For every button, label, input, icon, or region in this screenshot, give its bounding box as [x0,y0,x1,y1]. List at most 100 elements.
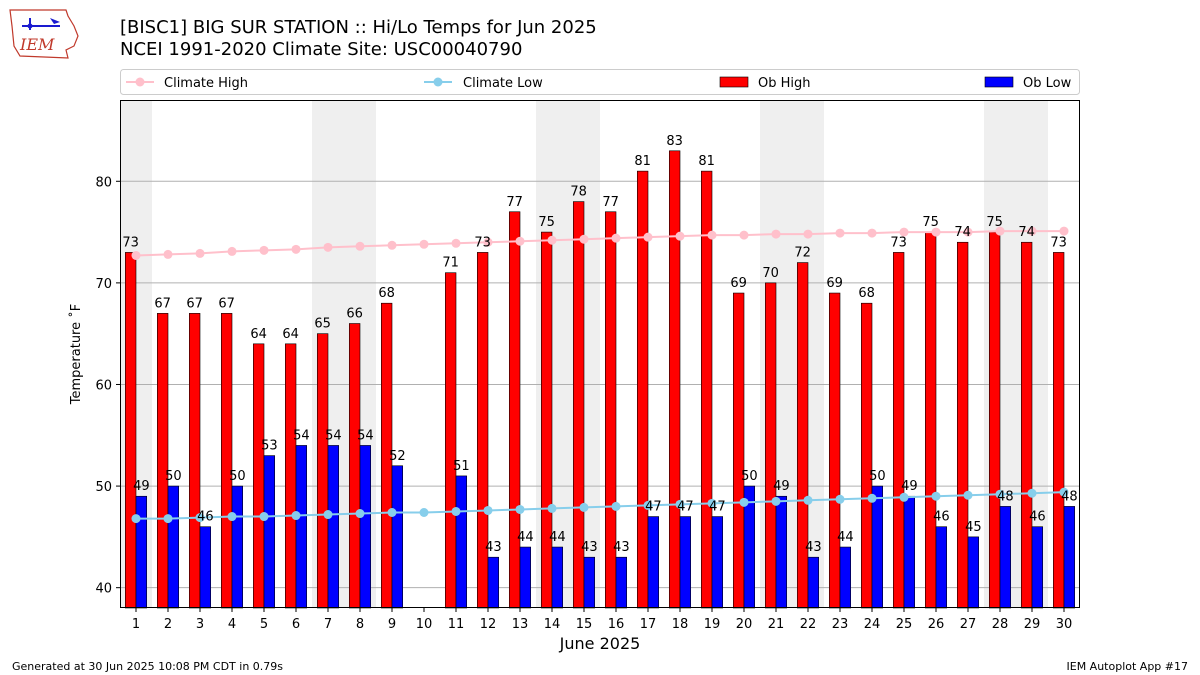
y-tick-label: 40 [95,582,112,597]
climate-low-point [227,512,237,522]
climate-high-point [483,237,493,247]
ob-low-bar [263,455,275,609]
climate-high-point [547,235,557,245]
x-tick-label: 21 [768,617,785,632]
ob-high-bar [668,150,681,609]
climate-high-point [867,228,877,238]
climate-low-point [995,489,1005,499]
ob-low-value-label: 54 [357,428,374,443]
ob-high-value-label: 74 [1018,225,1035,240]
climate-high-point [1059,226,1069,236]
ob-low-value-label: 51 [453,459,470,474]
ob-low-value-label: 46 [933,510,950,525]
climate-high-line [135,230,1064,257]
ob-low-bar [839,546,851,609]
ob-low-bar [487,556,499,609]
climate-high-point [963,227,973,237]
x-tick-label: 23 [832,617,849,632]
climate-low-point [963,490,973,500]
climate-low-point [771,496,781,506]
legend: Climate High Climate Low Ob High Ob Low [120,69,1080,95]
climate-high-point [387,240,397,250]
ob-high-value-label: 75 [986,215,1003,230]
ob-high-bar [540,231,553,609]
legend-ob-low-label: Ob Low [1023,76,1072,91]
ob-high-value-label: 73 [890,235,907,250]
ob-high-bar [189,313,201,609]
ob-high-value-label: 68 [378,286,395,301]
legend-climate-low-label: Climate Low [463,76,543,91]
ob-low-bar [935,526,947,609]
ob-high-bar [924,231,937,609]
ob-low-value-label: 50 [741,469,758,484]
ob-low-value-label: 45 [965,520,982,535]
ob-high-value-label: 77 [506,195,523,210]
climate-high-point [643,232,653,242]
x-tick-label: 29 [1024,617,1041,632]
ob-high-value-label: 73 [1050,235,1067,250]
climate-low-point [675,499,685,509]
y-tick-label: 50 [95,480,112,495]
climate-low-point [1027,488,1037,498]
climate-low-point [547,503,557,513]
ob-low-bar [615,556,627,609]
climate-high-point [995,226,1005,236]
ob-low-bar [647,516,659,609]
ob-low-value-label: 43 [581,540,598,555]
ob-high-bar [732,292,745,609]
ob-high-bar [796,262,809,609]
chart-title: [BISC1] BIG SUR STATION :: Hi/Lo Temps f… [120,17,597,38]
ob-high-value-label: 69 [730,276,747,291]
ob-low-value-label: 49 [901,479,918,494]
climate-high-point [1027,226,1037,236]
ob-high-value-label: 64 [250,327,267,342]
climate-high-point [739,230,749,240]
climate-high-point [803,229,813,239]
ob-high-value-label: 68 [858,286,875,301]
climate-low-point [867,493,877,503]
x-tick-label: 15 [576,617,593,632]
ob-low-bar [999,506,1011,609]
ob-high-bar [125,252,137,609]
x-tick-label: 28 [992,617,1009,632]
ob-high-bar [444,272,457,609]
climate-low-point [291,511,301,521]
ob-high-bar [316,333,329,609]
legend-ob-high-label: Ob High [758,76,811,91]
climate-high-point [931,227,941,237]
y-tick-label: 70 [95,277,112,292]
climate-high-point [323,242,333,252]
climate-high-point [515,236,525,246]
climate-high-point [707,230,717,240]
legend-ob-high-swatch [719,76,749,88]
ob-high-bar [988,231,1001,609]
climate-low-point [259,512,269,522]
legend-climate-low-marker [433,77,443,87]
x-tick-label: 24 [864,617,881,632]
climate-high-point [163,249,173,259]
climate-high-point [611,233,621,243]
climate-low-point [451,506,461,516]
ob-low-value-label: 44 [517,530,534,545]
x-tick-label: 9 [388,617,396,632]
ob-high-value-label: 83 [666,134,683,149]
ob-low-value-label: 50 [869,469,886,484]
chart-subtitle: NCEI 1991-2020 Climate Site: USC00040790 [120,39,523,60]
ob-low-bar [295,445,307,609]
x-tick-label: 2 [164,617,172,632]
climate-lines [131,226,1069,524]
ob-high-value-label: 64 [282,327,299,342]
ob-low-value-label: 49 [773,479,790,494]
climate-low-point [611,501,621,511]
climate-high-point [451,238,461,248]
legend-climate-high-marker [135,77,145,87]
ob-high-bar [828,292,841,609]
legend-climate-high-label: Climate High [164,76,248,91]
x-tick-label: 6 [292,617,300,632]
x-tick-label: 11 [448,617,465,632]
climate-high-point [771,229,781,239]
ob-low-bar [391,465,403,609]
ob-high-value-label: 72 [794,246,811,261]
x-tick-label: 14 [544,617,561,632]
